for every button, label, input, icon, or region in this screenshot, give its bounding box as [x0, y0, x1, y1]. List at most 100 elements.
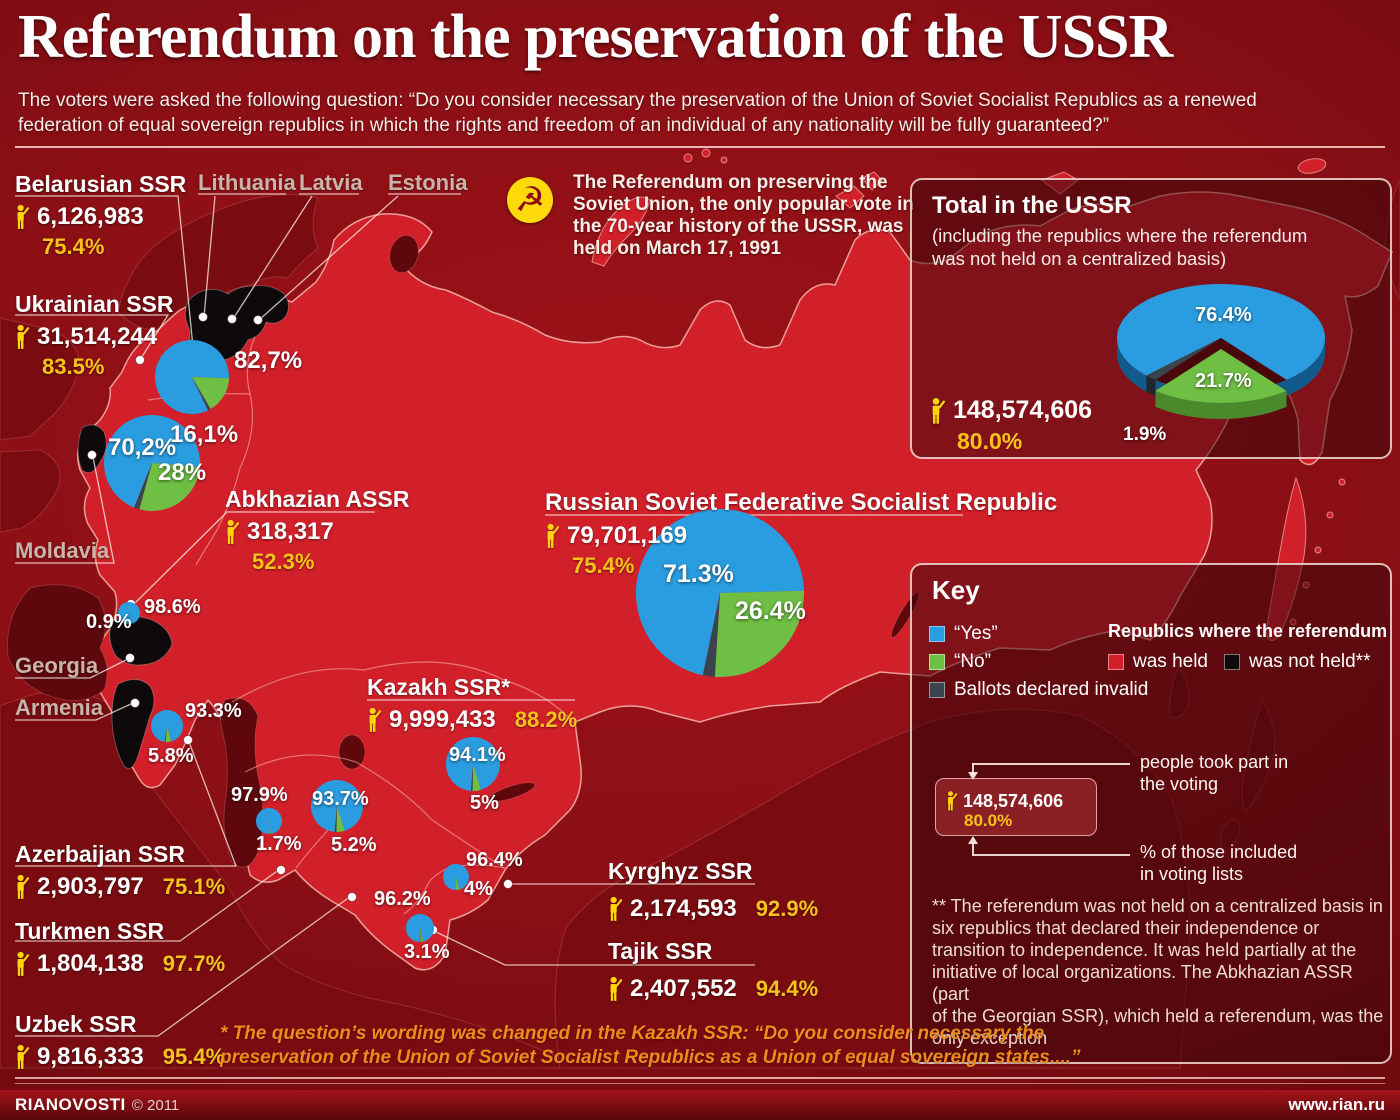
label-georgia: Georgia	[15, 653, 99, 678]
was-held-swatch	[1108, 654, 1124, 670]
voter-icon	[930, 397, 946, 425]
pie-label-turkmenistan-yes: 97.9%	[231, 784, 288, 806]
footer-bar	[0, 1090, 1400, 1120]
legend-was-held: was held	[1108, 651, 1208, 673]
republic-name: Belarusian SSR	[15, 171, 187, 197]
legend-invalid: Ballots declared invalid	[929, 679, 1148, 701]
total-turnout: 80.0%	[957, 428, 1023, 454]
footer-divider-1	[15, 1077, 1385, 1079]
pie-label-total-no: 21.7%	[1195, 370, 1252, 392]
note-line: held on March 17, 1991	[573, 238, 782, 259]
key-panel: Key “Yes” “No” Ballots declared invalid …	[910, 563, 1392, 1064]
key-footnote: ** The referendum was not held on a cent…	[932, 896, 1384, 1048]
voter-icon	[608, 896, 623, 922]
voters-count: 2,174,593	[630, 895, 737, 922]
hammer-sickle-icon: ☭	[507, 177, 553, 223]
legend-yes: “Yes”	[929, 623, 998, 645]
total-title: Total in the USSR	[932, 192, 1132, 219]
subtitle-line-1: The voters were asked the following ques…	[18, 90, 1257, 111]
arrow-up-icon	[968, 836, 978, 844]
invalid-swatch	[929, 682, 945, 698]
pie-label-azerbaijan-no: 5.8%	[148, 745, 194, 767]
stat-azerbaijan-ssr: Azerbaijan SSR 2,903,797 75.1%	[15, 841, 225, 901]
voters-count: 79,701,169	[567, 522, 688, 549]
referendum-note: The Referendum on preserving the Soviet …	[573, 172, 914, 260]
bracket-top-line	[972, 763, 1130, 765]
voters-count: 1,804,138	[37, 950, 144, 977]
lake-balkhash	[488, 782, 536, 802]
pie-label-belarus-yes: 82,7%	[234, 347, 303, 374]
total-pie-chart	[1117, 284, 1325, 419]
kazakh-footnote: * The question’s wording was changed in …	[220, 1023, 1081, 1068]
legend-was-not-held: was not held**	[1224, 651, 1370, 673]
label-armenia: Armenia	[15, 695, 104, 720]
pie-label-total-invalid: 1.9%	[1123, 424, 1167, 445]
voter-icon	[15, 874, 30, 900]
stat-uzbek-ssr: Uzbek SSR 9,816,333 95.4%	[15, 1011, 225, 1071]
pie-label-russia-yes: 71.3%	[663, 560, 734, 588]
republic-name: Tajik SSR	[608, 938, 713, 964]
turnout-pct: 75.4%	[572, 553, 635, 578]
subtitle-line-2: federation of equal sovereign republics …	[18, 115, 1110, 136]
stat-russian-sfsr: Russian Soviet Federative Socialist Repu…	[545, 489, 1057, 579]
annotation-turnout: % of those included in voting lists	[1140, 842, 1298, 884]
turnout-pct: 52.3%	[252, 549, 315, 574]
header-divider	[15, 146, 1385, 148]
total-subtitle: (including the republics where the refer…	[932, 225, 1308, 269]
voter-icon	[15, 324, 30, 350]
note-line: Soviet Union, the only popular vote in	[573, 194, 914, 215]
pie-label-total-yes: 76.4%	[1195, 304, 1252, 326]
total-participants: 148,574,606	[930, 396, 1092, 425]
bracket-bottom-line	[972, 854, 1130, 856]
republic-name: Abkhazian ASSR	[225, 486, 410, 512]
region-moldavia	[77, 424, 107, 474]
leader-lines	[15, 193, 963, 1037]
pie-label-kyrgyzstan-no: 4%	[464, 878, 493, 900]
pie-label-ukraine-yes: 70,2%	[108, 434, 177, 461]
legend-no: “No”	[929, 651, 991, 673]
website-url: www.rian.ru	[1288, 1095, 1385, 1114]
label-latvia: Latvia	[299, 170, 363, 195]
pie-label-uzbekistan-yes: 93.7%	[312, 788, 369, 810]
pie-label-russia-no: 26.4%	[735, 597, 806, 625]
stat-belarusian-ssr: Belarusian SSR 6,126,983 75.4%	[15, 171, 186, 260]
republic-name: Azerbaijan SSR	[15, 841, 185, 867]
pie-label-tajikistan-yes: 96.2%	[374, 888, 431, 910]
sea-white	[389, 234, 419, 274]
republic-name: Ukrainian SSR	[15, 291, 174, 317]
stat-ukrainian-ssr: Ukrainian SSR 31,514,244 83.5%	[15, 291, 174, 380]
pie-label-uzbekistan-no: 5.2%	[331, 834, 377, 856]
pie-label-ukraine-no: 28%	[158, 459, 207, 486]
leader-dots	[87, 312, 513, 935]
copyright: © 2011	[131, 1097, 180, 1114]
turnout-pct: 75.1%	[162, 874, 226, 899]
sea-aral	[338, 734, 366, 770]
stat-abkhazian-assr: Abkhazian ASSR 318,317 52.3%	[225, 486, 409, 575]
example-turnout: 80.0%	[964, 811, 1013, 830]
footer-divider-2	[15, 1083, 1385, 1084]
turnout-pct: 92.9%	[755, 896, 819, 921]
example-participants: 148,574,606	[946, 790, 1063, 812]
pie-label-belarus-no: 16,1%	[170, 421, 239, 448]
voters-count: 318,317	[247, 518, 334, 545]
voter-icon	[946, 790, 958, 812]
pie-label-abkhazia-no: 0.9%	[86, 611, 132, 633]
voters-count: 2,407,552	[630, 975, 737, 1002]
turnout-pct: 75.4%	[42, 234, 105, 259]
brand-logo: RIANOVOSTI © 2011	[15, 1095, 180, 1114]
voters-count: 9,999,433	[389, 706, 496, 733]
pie-label-kazakhstan-yes: 94.1%	[449, 744, 506, 766]
voter-icon	[225, 519, 240, 545]
stat-kazakh-ssr: Kazakh SSR* 9,999,433 88.2%	[367, 674, 577, 734]
label-moldavia: Moldavia	[15, 538, 110, 563]
voter-icon	[15, 951, 30, 977]
stat-tajik-ssr: Tajik SSR 2,407,552 94.4%	[608, 938, 818, 1003]
turnout-pct: 97.7%	[162, 951, 226, 976]
pie-label-tajikistan-no: 3.1%	[404, 941, 450, 963]
map-seas	[6, 234, 920, 868]
label-estonia: Estonia	[388, 170, 468, 195]
voter-icon	[367, 707, 382, 733]
label-lithuania: Lithuania	[198, 170, 296, 195]
voters-count: 2,903,797	[37, 873, 144, 900]
